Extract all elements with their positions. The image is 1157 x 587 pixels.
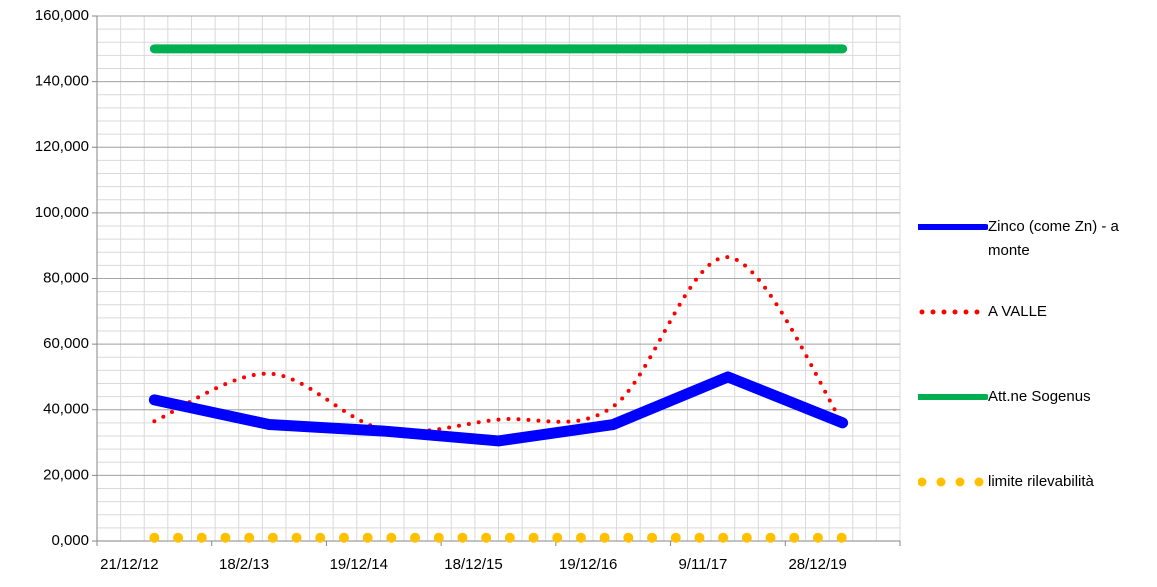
y-tick-label: 160,000 (35, 7, 89, 24)
legend-swatch (918, 477, 988, 487)
x-tick-label: 21/12/12 (100, 556, 158, 573)
legend-label: Zinco (come Zn) - a monte (988, 218, 1119, 259)
y-tick-label: 140,000 (35, 73, 89, 90)
x-tick-label: 19/12/14 (330, 556, 388, 573)
x-tick-label: 18/2/13 (219, 556, 269, 573)
y-tick-label: 80,000 (43, 269, 89, 286)
legend-item: limite rilevabilità (918, 470, 1148, 494)
legend-label: A VALLE (988, 303, 1047, 320)
y-tick-label: 100,000 (35, 204, 89, 221)
legend-swatch (918, 394, 988, 400)
legend-item: Zinco (come Zn) - a monte (918, 215, 1148, 263)
legend-swatch (918, 224, 988, 230)
series-line (152, 255, 845, 434)
legend-label: limite rilevabilità (988, 473, 1094, 490)
y-tick-label: 60,000 (43, 335, 89, 352)
legend-item: A VALLE (918, 300, 1148, 324)
legend-swatch (919, 309, 988, 315)
legend-item: Att.ne Sogenus (918, 385, 1148, 409)
series-line (148, 371, 849, 447)
y-tick-label: 120,000 (35, 138, 89, 155)
y-tick-label: 20,000 (43, 466, 89, 483)
y-tick-label: 0,000 (51, 532, 89, 549)
x-tick-label: 18/12/15 (444, 556, 502, 573)
x-tick-label: 28/12/19 (788, 556, 846, 573)
x-tick-label: 9/11/17 (678, 556, 727, 573)
legend-label: Att.ne Sogenus (988, 388, 1091, 405)
x-tick-label: 19/12/16 (559, 556, 617, 573)
y-tick-label: 40,000 (43, 401, 89, 418)
